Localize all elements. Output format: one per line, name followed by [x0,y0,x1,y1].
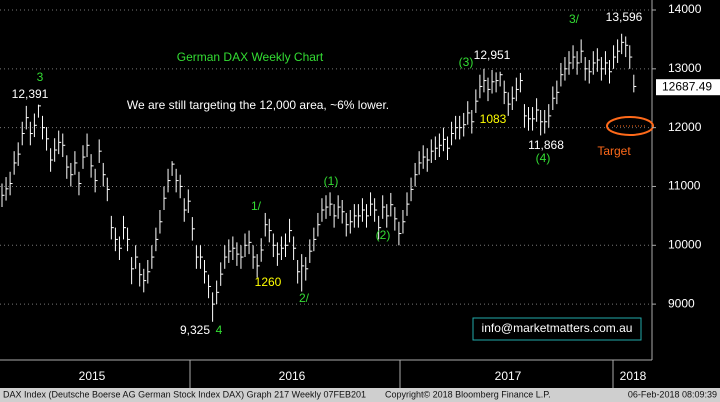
annotation: 1083 [480,112,507,126]
chart-title: German DAX Weekly Chart [177,50,324,64]
annotation: 3 [37,70,44,84]
email-box [472,317,642,341]
footer-band [0,388,720,402]
annotation: 1/ [251,199,262,213]
annotation: 9,325 [180,323,210,337]
annotation: 1260 [255,275,282,289]
footer-mid: Copyright© 2018 Bloomberg Finance L.P. [385,389,551,399]
annotation: (2) [376,228,391,242]
annotation: 3/ [569,12,580,26]
target-ellipse [606,116,654,136]
annotation: Target [597,144,631,158]
annotation: 12,951 [474,48,511,62]
email: info@marketmatters.com.au [482,321,633,335]
x-tick-label: 2018 [620,369,647,383]
annotation: 2/ [299,291,310,305]
y-tick-label: 13000 [668,61,702,75]
annotation: (3) [459,55,474,69]
y-tick-label: 9000 [668,296,695,310]
annotation: 4 [216,323,223,337]
annotation: (1) [324,174,339,188]
x-tick-label: 2017 [495,369,522,383]
last-price-label: 12687.49 [662,79,712,93]
annotation: 11,868 [528,138,564,152]
x-tick-label: 2016 [279,369,306,383]
x-tick-label: 2015 [79,369,106,383]
y-tick-label: 11000 [668,179,701,193]
annotation: 12,391 [12,87,49,101]
annotation: 13,596 [606,10,643,24]
chart-subtitle: We are still targeting the 12,000 area, … [127,98,389,112]
y-tick-label: 10000 [668,237,702,251]
footer-right: 06-Feb-2018 08:09:39 [628,389,717,399]
last-price-box [656,79,720,96]
annotation: (4) [536,151,551,165]
y-tick-label: 14000 [668,2,702,16]
y-tick-label: 12000 [668,120,702,134]
footer-left: DAX Index (Deutsche Boerse AG German Sto… [3,389,366,399]
